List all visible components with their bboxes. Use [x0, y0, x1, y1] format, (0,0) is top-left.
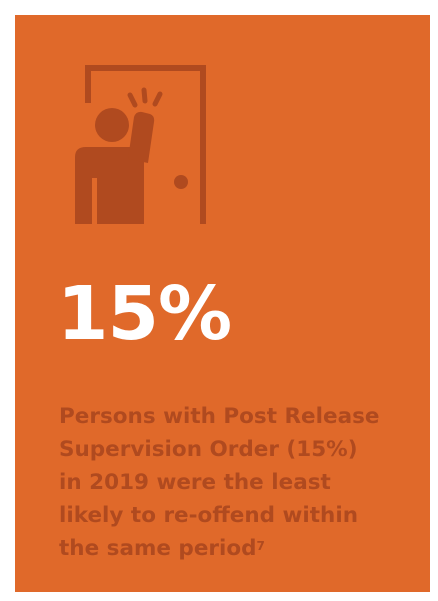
description-line: the same period: [59, 536, 257, 561]
footnote-marker: 7: [256, 539, 265, 553]
description-line: likely to re-offend within: [59, 503, 358, 528]
stat-value: 15%: [57, 271, 232, 357]
description-line-last: the same period7: [59, 532, 419, 565]
description-line: Supervision Order (15%): [59, 437, 358, 462]
person-knocking-door-icon: [70, 65, 210, 227]
description-line: in 2019 were the least: [59, 470, 331, 495]
description-line: Persons with Post Release: [59, 404, 380, 429]
stat-description: Persons with Post Release Supervision Or…: [59, 400, 419, 565]
infographic-card: 15% Persons with Post Release Supervisio…: [15, 15, 430, 592]
